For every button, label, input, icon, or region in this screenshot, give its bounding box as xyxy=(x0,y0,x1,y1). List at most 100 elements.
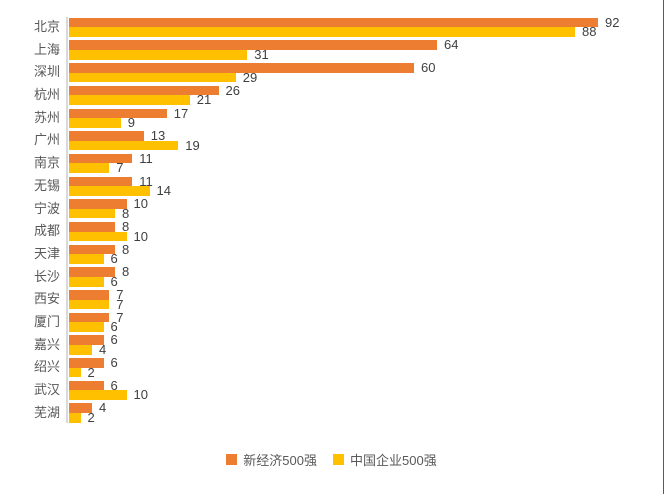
bar-line: 60 xyxy=(69,61,663,74)
category-row: 天津 8 6 xyxy=(0,243,663,266)
bar-line: 6 xyxy=(69,332,663,348)
bar-line: 13 xyxy=(69,128,663,144)
category-label: 西安 xyxy=(33,291,60,307)
bar-china-enterprise-500 xyxy=(69,95,190,105)
bar-new-economy-500 xyxy=(69,176,133,187)
y-axis-line xyxy=(66,17,68,424)
bar-china-enterprise-500 xyxy=(69,322,104,332)
legend-swatch-icon xyxy=(226,454,238,466)
bar-line: 6 xyxy=(69,252,663,265)
value-label: 64 xyxy=(444,37,459,53)
bar-line: 88 xyxy=(69,24,663,40)
bar-new-economy-500 xyxy=(69,290,110,300)
bar-group: 13 19 xyxy=(67,129,663,152)
category-label: 绍兴 xyxy=(33,359,60,375)
bar-china-enterprise-500 xyxy=(69,72,236,83)
category-label: 广州 xyxy=(33,132,60,148)
value-label: 4 xyxy=(99,400,107,416)
bar-line: 4 xyxy=(69,343,663,356)
category-label: 无锡 xyxy=(33,177,60,193)
category-label: 成都 xyxy=(33,223,60,239)
value-label: 6 xyxy=(110,273,118,289)
bar-new-economy-500 xyxy=(69,108,167,119)
legend-item-new-economy: 新经济500强 xyxy=(226,450,317,469)
category-row: 芜湖 4 2 xyxy=(0,402,663,425)
value-label: 10 xyxy=(133,228,148,244)
bar-line: 11 xyxy=(69,173,663,189)
bar-group: 8 10 xyxy=(67,220,663,243)
bar-line: 10 xyxy=(69,387,663,403)
bar-group: 6 10 xyxy=(67,379,663,402)
category-label: 厦门 xyxy=(33,313,60,329)
value-label: 7 xyxy=(116,296,124,312)
value-label: 31 xyxy=(254,47,269,63)
bar-china-enterprise-500 xyxy=(69,140,179,151)
bar-china-enterprise-500 xyxy=(69,118,121,128)
bar-group: 92 88 xyxy=(67,16,663,39)
bar-line: 7 xyxy=(69,296,663,312)
value-label: 10 xyxy=(133,387,148,403)
value-label: 6 xyxy=(110,319,118,335)
value-label: 88 xyxy=(582,24,597,40)
value-label: 6 xyxy=(110,355,118,371)
value-label: 10 xyxy=(133,196,148,212)
value-label: 13 xyxy=(150,128,166,144)
category-label: 嘉兴 xyxy=(33,336,60,352)
bar-china-enterprise-500 xyxy=(69,299,110,310)
bar-new-economy-500 xyxy=(69,131,144,141)
category-label: 天津 xyxy=(33,245,60,261)
bar-china-enterprise-500 xyxy=(69,50,248,60)
bar-line: 29 xyxy=(69,69,663,85)
value-label: 21 xyxy=(196,92,212,108)
category-row: 武汉 6 10 xyxy=(0,379,663,402)
bar-line: 7 xyxy=(69,162,663,174)
value-label: 19 xyxy=(185,137,200,153)
value-label: 6 xyxy=(110,377,118,393)
bar-line: 21 xyxy=(69,92,663,108)
bar-line: 14 xyxy=(69,183,663,199)
bar-china-enterprise-500 xyxy=(69,367,81,378)
category-label: 苏州 xyxy=(33,109,60,125)
category-row: 宁波 10 8 xyxy=(0,198,663,221)
bar-group: 60 29 xyxy=(67,61,663,84)
bar-china-enterprise-500 xyxy=(69,276,104,287)
value-label: 14 xyxy=(156,183,171,199)
bar-group: 11 14 xyxy=(67,175,663,198)
value-label: 6 xyxy=(110,332,118,348)
category-row: 广州 13 19 xyxy=(0,129,663,152)
bar-line: 10 xyxy=(69,196,663,212)
category-row: 西安 7 7 xyxy=(0,288,663,311)
bar-china-enterprise-500 xyxy=(69,208,115,219)
category-row: 深圳 60 29 xyxy=(0,61,663,84)
bar-china-enterprise-500 xyxy=(69,186,150,196)
legend-label: 中国企业500强 xyxy=(350,453,437,469)
category-label: 长沙 xyxy=(33,268,60,284)
category-row: 南京 11 7 xyxy=(0,152,663,175)
bar-china-enterprise-500 xyxy=(69,27,575,37)
bar-china-enterprise-500 xyxy=(69,413,81,423)
bar-china-enterprise-500 xyxy=(69,390,127,400)
bar-new-economy-500 xyxy=(69,199,127,209)
value-label: 9 xyxy=(127,115,135,131)
value-label: 11 xyxy=(139,173,153,189)
bar-line: 8 xyxy=(69,220,663,233)
bar-rows: 北京 92 88 上海 64 31 深圳 60 29 杭州 26 21 苏州 17 9 广州 13 19 南京 11 7… xyxy=(0,16,663,424)
bar-line: 26 xyxy=(69,84,663,97)
bar-line: 10 xyxy=(69,228,663,244)
legend-label: 新经济500强 xyxy=(243,453,317,469)
bar-line: 7 xyxy=(69,311,663,323)
category-label: 芜湖 xyxy=(33,404,60,420)
value-label: 29 xyxy=(242,69,258,85)
category-label: 北京 xyxy=(33,19,60,34)
category-row: 北京 92 88 xyxy=(0,16,663,39)
value-label: 2 xyxy=(87,364,95,380)
value-label: 8 xyxy=(122,241,130,257)
bar-china-enterprise-500 xyxy=(69,231,127,242)
value-label: 8 xyxy=(122,264,130,280)
bar-line: 7 xyxy=(69,288,663,301)
bar-new-economy-500 xyxy=(69,153,133,164)
